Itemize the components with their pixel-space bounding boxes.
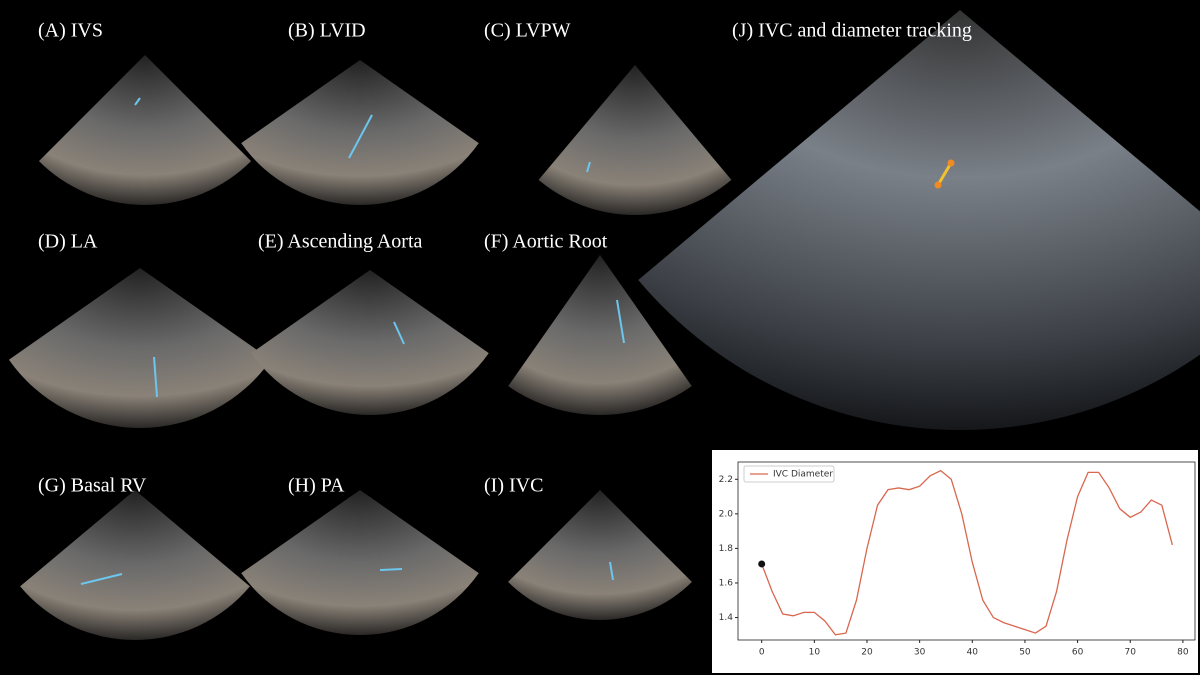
panel-label: (G) Basal RV — [38, 475, 147, 497]
measure-line — [80, 573, 123, 585]
measure-line — [586, 161, 591, 173]
x-tick-label: 70 — [1125, 648, 1137, 658]
ultrasound-images — [8, 10, 1200, 640]
x-tick-label: 50 — [1019, 648, 1031, 658]
y-tick-label: 2.2 — [719, 475, 733, 485]
panel-labels: (A) IVS (B) LVID (C) LVPW (J) IVC and diame… — [38, 20, 972, 497]
start-marker — [758, 560, 766, 568]
measurements — [80, 97, 955, 585]
ultrasound-fan — [508, 490, 692, 620]
panel-label: (B) LVID — [288, 20, 366, 42]
measure-line — [616, 299, 625, 344]
ultrasound-fan — [638, 10, 1200, 430]
x-tick-label: 40 — [967, 648, 979, 658]
panel-label: (C) LVPW — [484, 20, 571, 42]
panel-label: (F) Aortic Root — [484, 231, 608, 253]
x-tick-label: 10 — [809, 648, 821, 658]
x-tick-label: 0 — [759, 648, 765, 658]
data-line — [761, 469, 1173, 636]
ultrasound-fan — [251, 270, 489, 415]
measure-line — [134, 97, 141, 106]
measure-line — [153, 356, 158, 398]
measure-line — [348, 114, 373, 159]
diameter-line — [936, 162, 953, 186]
panel-label: (I) IVC — [484, 475, 543, 497]
ultrasound-fan — [38, 55, 252, 205]
ultrasound-fan — [241, 60, 479, 205]
panel-label: (A) IVS — [38, 20, 103, 42]
ultrasound-fan — [538, 65, 732, 216]
ultrasound-fan — [20, 490, 250, 640]
x-tick-label: 60 — [1072, 648, 1084, 658]
panel-label: (H) PA — [288, 475, 345, 497]
chart-background — [712, 450, 1198, 673]
ultrasound-fan — [8, 268, 272, 428]
measure-line — [379, 568, 403, 571]
x-tick-label: 30 — [914, 648, 926, 658]
ultrasound-fan — [508, 255, 692, 415]
plot-frame — [737, 461, 1196, 641]
chart: 1.4 1.6 1.8 2.0 2.2 0 10 20 30 40 50 60 70 80 IVC Diam… — [719, 461, 1196, 658]
ultrasound-fan — [241, 490, 479, 635]
panel-label: (E) Ascending Aorta — [258, 231, 423, 253]
measure-line — [609, 561, 614, 581]
x-tick-label: 80 — [1177, 648, 1189, 658]
panel-label: (J) IVC and diameter tracking — [732, 20, 972, 42]
y-tick-label: 1.6 — [719, 578, 734, 588]
y-tick-label: 1.8 — [719, 544, 734, 554]
legend-box — [743, 465, 835, 483]
legend-label: IVC Diameter — [773, 470, 833, 480]
y-tick-label: 1.4 — [719, 613, 734, 623]
x-tick-label: 20 — [861, 648, 873, 658]
measure-line — [393, 321, 405, 345]
panel-label: (D) LA — [38, 231, 98, 253]
diameter-point — [947, 159, 955, 167]
diameter-point — [934, 181, 942, 189]
y-tick-label: 2.0 — [719, 509, 734, 519]
